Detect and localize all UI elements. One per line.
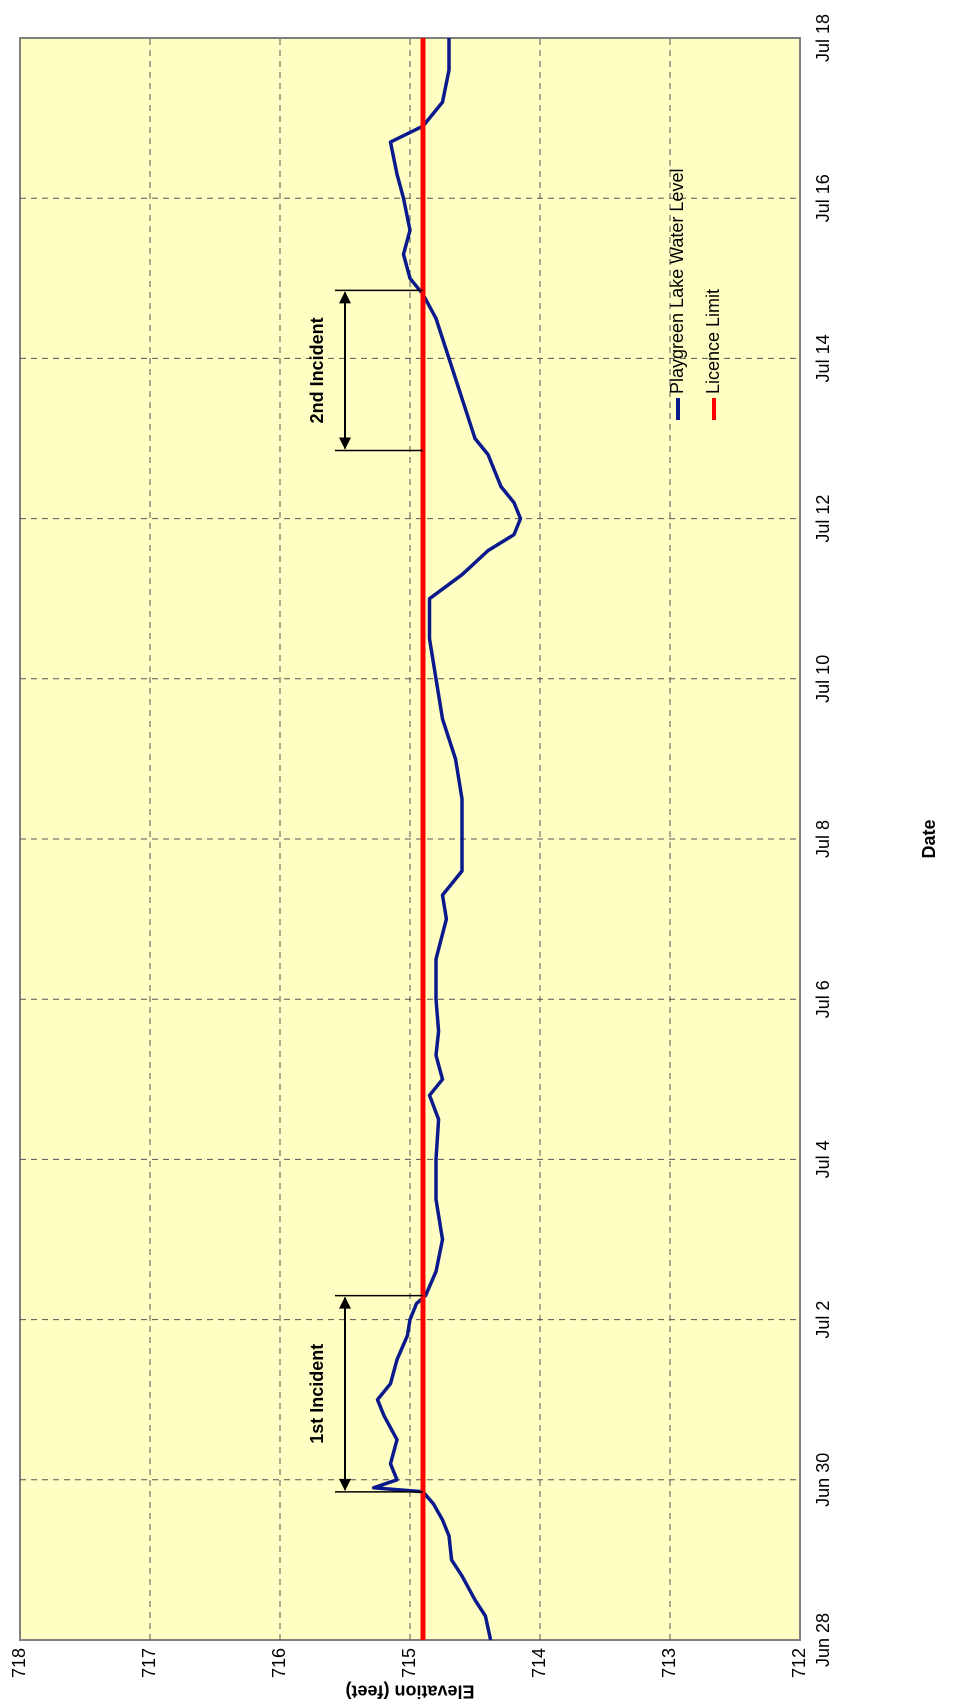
y-tick-label: 718 bbox=[9, 1648, 29, 1678]
arrow-head bbox=[339, 1478, 351, 1491]
arrow-head bbox=[339, 1296, 351, 1309]
x-tick-label: Jul 2 bbox=[813, 1301, 833, 1339]
x-tick-label: Jul 6 bbox=[813, 980, 833, 1018]
legend-label: Playgreen Lake Water Level bbox=[667, 169, 687, 394]
y-tick-label: 714 bbox=[529, 1648, 549, 1678]
annotation-label: 2nd Incident bbox=[307, 317, 327, 423]
y-tick-label: 717 bbox=[139, 1648, 159, 1678]
arrow-head bbox=[339, 291, 351, 304]
y-tick-label: 715 bbox=[399, 1648, 419, 1678]
x-tick-label: Jun 30 bbox=[813, 1453, 833, 1507]
arrow-head bbox=[339, 437, 351, 450]
y-tick-label: 712 bbox=[789, 1648, 809, 1678]
legend-label: Licence Limit bbox=[703, 289, 723, 394]
y-axis-title: Elevation (feet) bbox=[345, 1681, 474, 1701]
y-tick-label: 716 bbox=[269, 1648, 289, 1678]
x-tick-label: Jul 12 bbox=[813, 495, 833, 543]
x-axis-title: Date bbox=[919, 819, 939, 858]
rotated-chart: Date Elevation (feet) 712 713 714 715 716 717… bbox=[9, 14, 939, 1701]
y-tick-label: 713 bbox=[659, 1648, 679, 1678]
x-tick-label: Jul 16 bbox=[813, 174, 833, 222]
x-tick-label: Jul 18 bbox=[813, 14, 833, 62]
x-tick-label: Jul 8 bbox=[813, 820, 833, 858]
series-line bbox=[371, 38, 523, 1641]
x-tick-label: Jul 4 bbox=[813, 1140, 833, 1178]
annotation-label: 1st Incident bbox=[307, 1344, 327, 1444]
x-tick-label: Jul 10 bbox=[813, 655, 833, 703]
x-tick-label: Jun 28 bbox=[813, 1613, 833, 1667]
x-tick-label: Jul 14 bbox=[813, 334, 833, 382]
